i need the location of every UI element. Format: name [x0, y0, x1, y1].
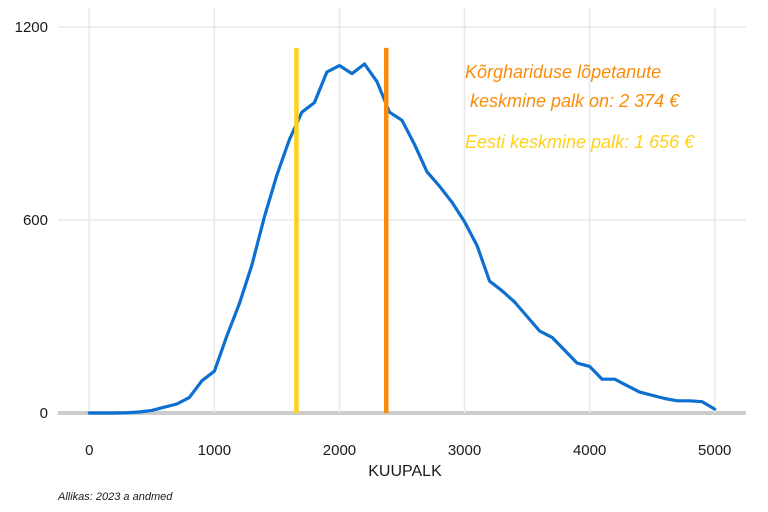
x-gridlines — [88, 8, 716, 413]
x-tick-label: 5000 — [698, 442, 731, 459]
y-tick-label: 0 — [40, 405, 48, 422]
y-tick-label: 1200 — [15, 19, 48, 36]
y-gridlines — [58, 26, 746, 415]
series-layer — [87, 62, 717, 415]
x-tick-label: 4000 — [573, 442, 606, 459]
y-tick-label: 600 — [23, 212, 48, 229]
x-tick-labels: 0 1000 2000 3000 4000 5000 — [85, 442, 731, 459]
x-tick-label: 1000 — [198, 442, 231, 459]
annotations: Kõrghariduse lõpetanute keskmine palk on… — [465, 62, 695, 152]
annotation-text: Eesti keskmine palk: 1 656 € — [465, 132, 695, 152]
y-tick-labels: 0 600 1200 — [15, 19, 48, 422]
series-line — [87, 62, 717, 415]
x-tick-label: 3000 — [448, 442, 481, 459]
source-caption: Allikas: 2023 a andmed — [57, 491, 173, 503]
annotation-text: Kõrghariduse lõpetanute keskmine palk on… — [465, 62, 680, 111]
x-axis-title: KUUPALK — [368, 463, 442, 480]
x-tick-label: 2000 — [323, 442, 356, 459]
reference-lines — [294, 47, 389, 413]
x-tick-label: 0 — [85, 442, 93, 459]
